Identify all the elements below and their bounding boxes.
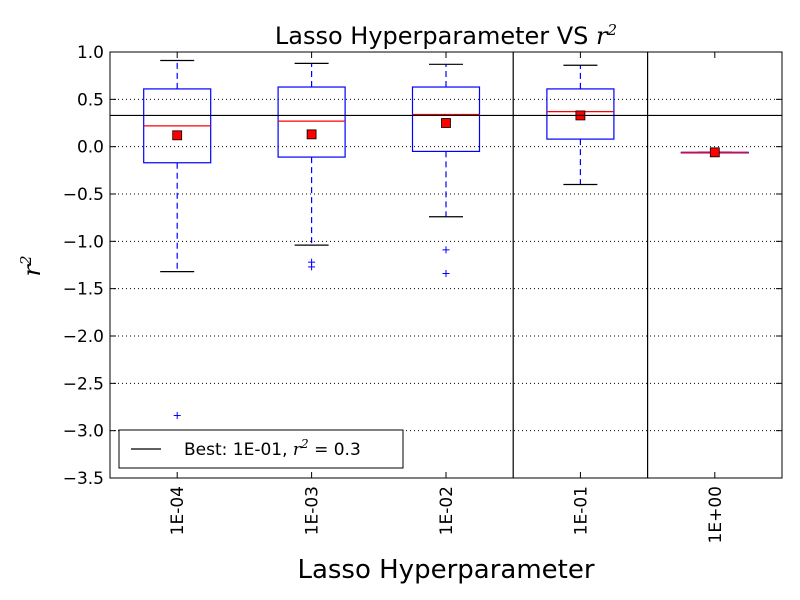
box-1E-01 [546, 64, 615, 186]
box-iqr [277, 86, 346, 158]
box-layer [143, 59, 749, 420]
mean-marker [441, 118, 451, 128]
x-tick-label: 1E-01 [571, 486, 591, 535]
x-tick-label: 1E-03 [303, 486, 323, 535]
x-axis: 1E-04 1E-03 1E-02 1E-01 1E+00 [168, 52, 726, 543]
mean-marker [306, 129, 317, 140]
y-tick-label: −0.5 [63, 185, 104, 205]
box-1E-03 [277, 62, 346, 271]
x-tick-label: 1E+00 [706, 486, 726, 543]
mean-marker [172, 130, 183, 141]
box-iqr [411, 86, 481, 153]
x-axis-label: Lasso Hyperparameter [297, 555, 594, 585]
y-tick-label: 1.0 [77, 43, 104, 63]
y-tick-label: −3.5 [63, 469, 104, 489]
y-tick-label: −2.5 [63, 374, 104, 394]
mean-marker [709, 147, 720, 158]
box-iqr [546, 88, 615, 140]
y-tick-label: −1.5 [63, 280, 104, 300]
y-tick-label: −3.0 [63, 422, 104, 442]
box-1E-02 [411, 63, 481, 278]
legend-frame [118, 429, 404, 469]
x-tick-label: 1E-02 [437, 486, 457, 535]
y-tick-label: −2.0 [63, 327, 104, 347]
outlier-marker [173, 412, 181, 420]
box-1E-04 [143, 59, 212, 420]
outlier-marker [308, 263, 316, 271]
legend: Best: 1E-01, r2 = 0.3 [118, 429, 404, 469]
y-tick-label: 0.0 [77, 138, 104, 158]
x-tick-label: 1E-04 [168, 486, 188, 535]
legend-label: Best: 1E-01, r2 = 0.3 [184, 437, 361, 460]
outlier-marker [442, 246, 450, 254]
chart-title: Lasso Hyperparameter VS r2 [275, 21, 617, 50]
y-axis-label: r2 [17, 255, 46, 276]
outlier-marker [442, 270, 450, 278]
y-tick-label: 0.5 [77, 90, 104, 110]
box-1E+00 [680, 147, 749, 158]
highlight-lines [512, 52, 649, 478]
y-tick-label: −1.0 [63, 232, 104, 252]
y-axis: 1.0 0.5 0.0 −0.5 −1.0 −1.5 −2.0 −2.5 −3.0 −3.5 [63, 43, 782, 489]
